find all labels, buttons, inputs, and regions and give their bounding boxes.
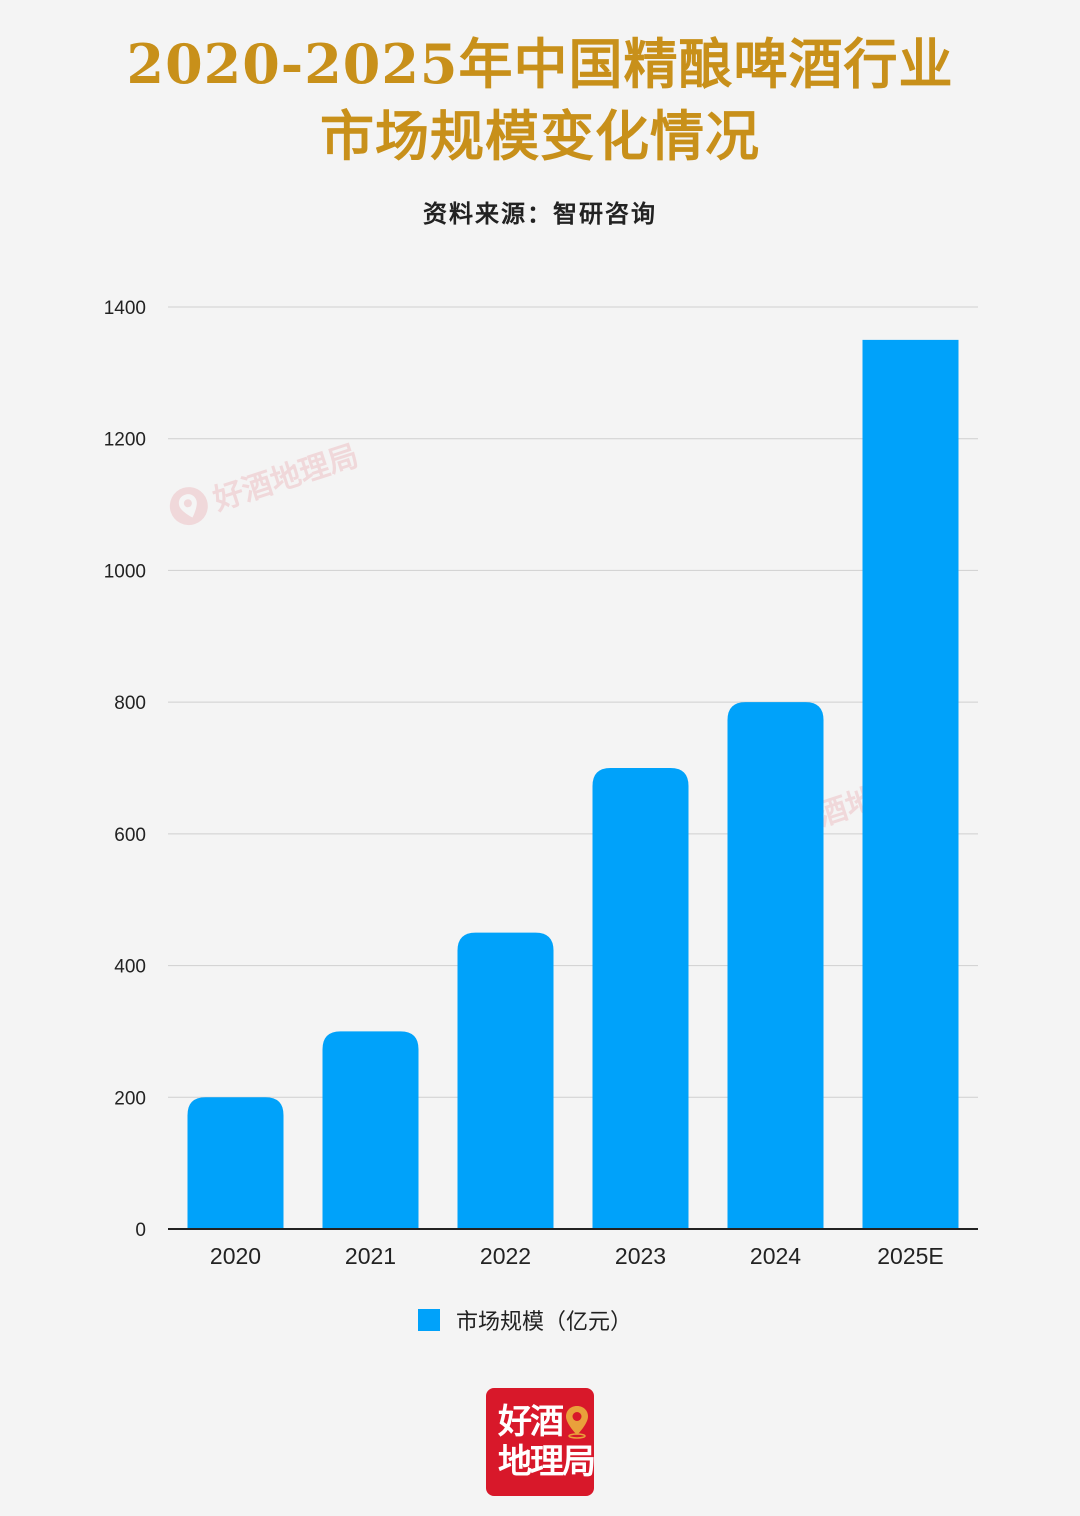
y-tick-label: 1000 xyxy=(104,561,146,582)
map-pin-icon xyxy=(169,487,208,526)
bar-2020 xyxy=(187,1097,284,1229)
watermark: 好酒地理局 xyxy=(163,431,363,533)
y-tick-label: 600 xyxy=(114,825,146,846)
y-tick-label: 1200 xyxy=(104,430,146,451)
map-pin-icon xyxy=(566,1406,588,1439)
y-tick-label: 200 xyxy=(114,1088,146,1109)
legend-label: 市场规模（亿元） xyxy=(456,1310,633,1335)
legend: 市场规模（亿元） xyxy=(418,1304,632,1336)
bar-2024 xyxy=(727,702,824,1229)
data-source: 资料来源：智研咨询 xyxy=(423,200,657,228)
logo-line1: 好酒 xyxy=(498,1402,590,1442)
bar-2022 xyxy=(457,932,554,1229)
bar-2025E xyxy=(862,339,959,1229)
brand-logo: 好酒 地理局 xyxy=(486,1388,596,1496)
logo-line2: 地理局 xyxy=(498,1442,596,1482)
y-tick-label: 800 xyxy=(114,693,146,714)
logo-text-line1: 好酒 xyxy=(498,1402,564,1442)
y-tick-label: 0 xyxy=(135,1220,146,1241)
x-tick-label: 2021 xyxy=(345,1243,396,1269)
x-tick-label: 2022 xyxy=(480,1243,531,1269)
x-tick-label: 2025E xyxy=(877,1243,944,1269)
bar-chart: 0 200 400 600 800 1000 1200 1400 2020 2021 2022 202… xyxy=(104,298,978,1269)
x-tick-label: 2020 xyxy=(210,1243,261,1269)
chart-title-line2: 市场规模变化情况 xyxy=(320,104,760,168)
chart-title-line1: 2020-2025年中国精酿啤酒行业 xyxy=(126,32,954,96)
x-tick-label: 2024 xyxy=(750,1243,801,1269)
bar-2021 xyxy=(322,1031,419,1229)
bar-2023 xyxy=(592,768,689,1229)
y-tick-label: 400 xyxy=(114,957,146,978)
legend-swatch xyxy=(418,1309,440,1331)
x-tick-label: 2023 xyxy=(615,1243,666,1269)
y-tick-label: 1400 xyxy=(104,298,146,319)
